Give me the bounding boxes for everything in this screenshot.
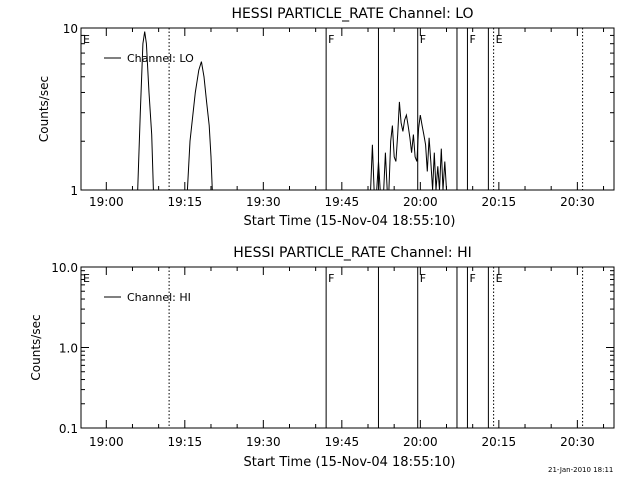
y-tick-label: 1 [70,184,78,198]
y-axis-label: Counts/sec [29,314,43,380]
x-tick-label: 19:00 [89,195,124,209]
series-line [137,31,447,191]
x-tick-label: 20:15 [482,195,517,209]
x-axis-label: Start Time (15-Nov-04 18:55:10) [244,214,456,229]
chart-panel-0: HESSI PARTICLE_RATE Channel: LO Counts/se… [37,6,615,229]
x-tick-label: 19:15 [168,195,203,209]
x-tick-label: 20:30 [560,435,595,449]
chart-panel-1: HESSI PARTICLE_RATE Channel: HI Counts/se… [29,245,615,470]
x-tick-label: 19:30 [246,435,281,449]
chart-title: HESSI PARTICLE_RATE Channel: HI [233,245,471,261]
marker-label: F [469,33,475,46]
y-tick-label: 0.1 [59,422,78,436]
y-tick-label: 10 [63,22,78,36]
x-tick-label: 20:00 [403,195,438,209]
y-tick-label: 1.0 [59,342,78,356]
marker-label: E [496,272,503,285]
marker-label: E [496,33,503,46]
x-tick-label: 20:30 [560,195,595,209]
x-tick-label: 19:15 [168,435,203,449]
marker-label: E [83,272,90,285]
marker-label: F [469,272,475,285]
y-tick-label: 10.0 [51,261,78,275]
marker-label: F [328,33,334,46]
marker-label: E [83,33,90,46]
y-axis-label: Counts/sec [37,76,51,142]
x-tick-label: 19:30 [246,195,281,209]
marker-label: F [420,33,426,46]
x-tick-label: 19:45 [325,435,360,449]
chart-title: HESSI PARTICLE_RATE Channel: LO [231,6,473,22]
legend-label: Channel: HI [127,291,191,304]
footer-timestamp: 21-Jan-2010 18:11 [548,466,614,474]
marker-label: F [420,272,426,285]
x-tick-label: 19:00 [89,435,124,449]
x-tick-label: 20:15 [482,435,517,449]
legend-label: Channel: LO [127,52,194,65]
marker-label: F [328,272,334,285]
x-tick-label: 20:00 [403,435,438,449]
x-tick-label: 19:45 [325,195,360,209]
x-axis-label: Start Time (15-Nov-04 18:55:10) [244,455,456,470]
